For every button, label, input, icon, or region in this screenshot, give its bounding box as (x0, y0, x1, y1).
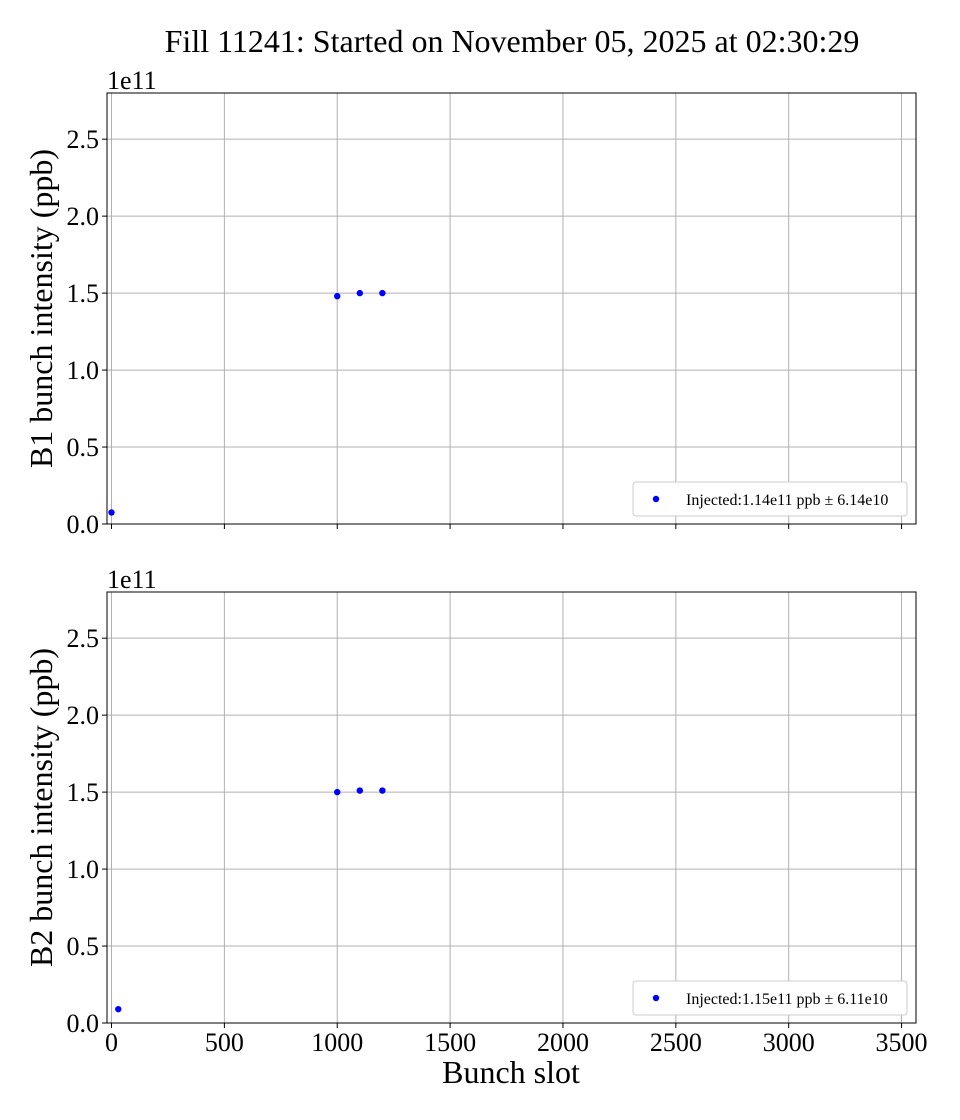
y-tick-label: 0.0 (67, 510, 100, 539)
y-tick-label: 0.5 (67, 433, 100, 462)
legend-box (632, 481, 908, 517)
y-tick-label: 2.0 (67, 701, 100, 730)
y-tick-label: 2.5 (67, 624, 100, 653)
y-tick-label: 1.0 (67, 855, 100, 884)
legend-label: Injected:1.15e11 ppb ± 6.11e10 (686, 991, 888, 1008)
y-tick-label: 1.5 (67, 778, 100, 807)
data-point (356, 289, 364, 297)
x-tick-label: 1000 (311, 1028, 363, 1057)
y-offset-text: 1e11 (107, 66, 157, 95)
y-tick-label: 1.0 (67, 356, 100, 385)
x-tick-label: 1500 (424, 1028, 476, 1057)
y-tick-label: 1.5 (67, 279, 100, 308)
y-axis-label: B2 bunch intensity (ppb) (23, 648, 59, 967)
x-tick-label: 0 (105, 1028, 118, 1057)
y-axis-label: B1 bunch intensity (ppb) (23, 149, 59, 468)
legend-marker (652, 994, 660, 1002)
y-tick-label: 0.5 (67, 932, 100, 961)
x-tick-label: 2500 (650, 1028, 702, 1057)
y-offset-text: 1e11 (107, 565, 157, 594)
data-point (379, 289, 386, 297)
data-point (379, 787, 386, 794)
chart-panel-2: 0 500 1000 1500 2000 2500 3000 3500 0.0 0.5 1.0 1.5… (23, 565, 928, 1057)
x-tick-label: 500 (205, 1028, 244, 1057)
axes-frame (106, 591, 917, 1024)
data-point (356, 787, 364, 794)
y-tick-label: 2.0 (67, 202, 100, 231)
x-tick-label: 3500 (876, 1028, 928, 1057)
x-tick-label: 3000 (763, 1028, 815, 1057)
legend-marker (652, 495, 660, 503)
legend-label: Injected:1.14e11 ppb ± 6.14e10 (686, 492, 888, 509)
chart-panel-1: 0.0 0.5 1.0 1.5 2.0 2.5 1e11 B1 bunch intensity… (23, 66, 917, 539)
data-point (108, 509, 115, 516)
data-point (334, 292, 341, 300)
legend: Injected:1.14e11 ppb ± 6.14e10 (632, 481, 908, 517)
y-tick-label: 2.5 (67, 125, 100, 154)
legend: Injected:1.15e11 ppb ± 6.11e10 (632, 980, 908, 1016)
legend-box (632, 980, 908, 1016)
data-point (115, 1005, 122, 1013)
x-axis-label: Bunch slot (442, 1054, 580, 1090)
data-point (334, 788, 341, 796)
axes-frame (106, 92, 917, 525)
figure-title: Fill 11241: Started on November 05, 2025… (165, 23, 860, 59)
y-tick-label: 0.0 (67, 1009, 100, 1038)
x-tick-label: 2000 (537, 1028, 589, 1057)
